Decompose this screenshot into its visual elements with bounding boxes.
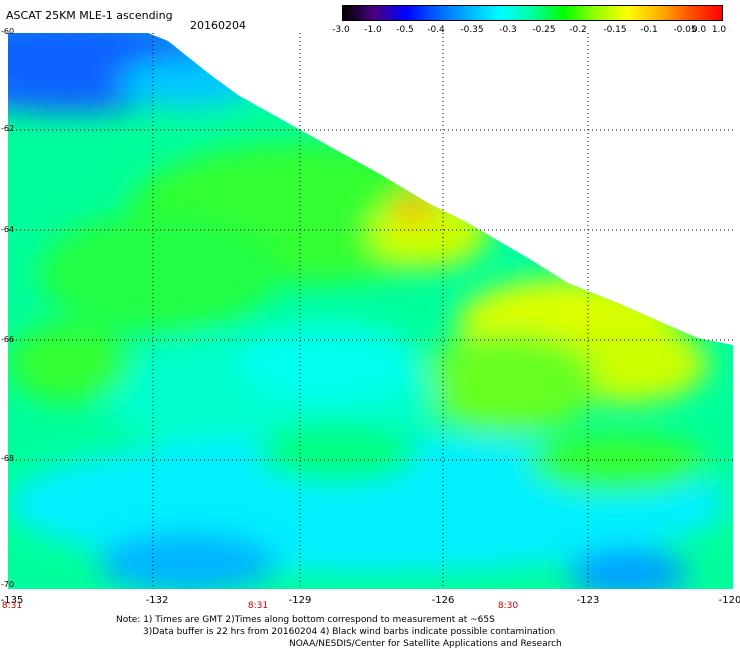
scale-label: 1.0	[711, 25, 727, 35]
lat-label: -62	[1, 124, 15, 133]
note-line-1: Note: 1) Times are GMT 2)Times along bot…	[116, 615, 495, 625]
scale-label: -0.15	[603, 25, 627, 35]
scale-label: -1.0	[364, 25, 382, 35]
lat-label: -64	[1, 225, 15, 234]
product-title: ASCAT 25KM MLE-1 ascending	[6, 9, 173, 22]
scale-label: -0.3	[499, 25, 517, 35]
color-scale-labels: -3.0 -1.0 -0.5 -0.4 -0.35 -0.3 -0.25 -0.…	[325, 25, 740, 37]
lat-label: -60	[1, 27, 15, 36]
lat-label: -66	[1, 335, 15, 344]
note-line-2: 3)Data buffer is 22 hrs from 20160204 4)…	[143, 627, 556, 637]
lat-label: -70	[1, 580, 15, 589]
lat-label: -68	[1, 454, 15, 463]
scale-label: -0.1	[640, 25, 658, 35]
wind-speed-field	[8, 33, 733, 589]
product-date: 20160204	[190, 19, 246, 32]
scale-label: -0.05	[673, 25, 697, 35]
scale-label: -3.0	[332, 25, 350, 35]
lon-label: -123	[576, 595, 600, 606]
scale-label: -0.2	[569, 25, 587, 35]
lon-label: -126	[431, 595, 455, 606]
scale-label: -0.5	[396, 25, 414, 35]
scale-label: 0.0	[691, 25, 707, 35]
lon-label: -132	[145, 595, 169, 606]
scale-label: -0.35	[460, 25, 484, 35]
credit-line: NOAA/NESDIS/Center for Satellite Applica…	[289, 639, 562, 649]
measurement-time: 8:30	[497, 601, 519, 611]
lon-label: -120	[718, 595, 740, 606]
lat-lon-grid	[8, 33, 733, 589]
measurement-time: 8:31	[1, 601, 23, 611]
color-scale-bar	[342, 5, 723, 21]
scale-label: -0.25	[532, 25, 556, 35]
scale-label: -0.4	[427, 25, 445, 35]
wind-field-map	[8, 33, 733, 589]
measurement-time: 8:31	[247, 601, 269, 611]
lon-label: -129	[288, 595, 312, 606]
lon-label: -135	[0, 595, 24, 606]
